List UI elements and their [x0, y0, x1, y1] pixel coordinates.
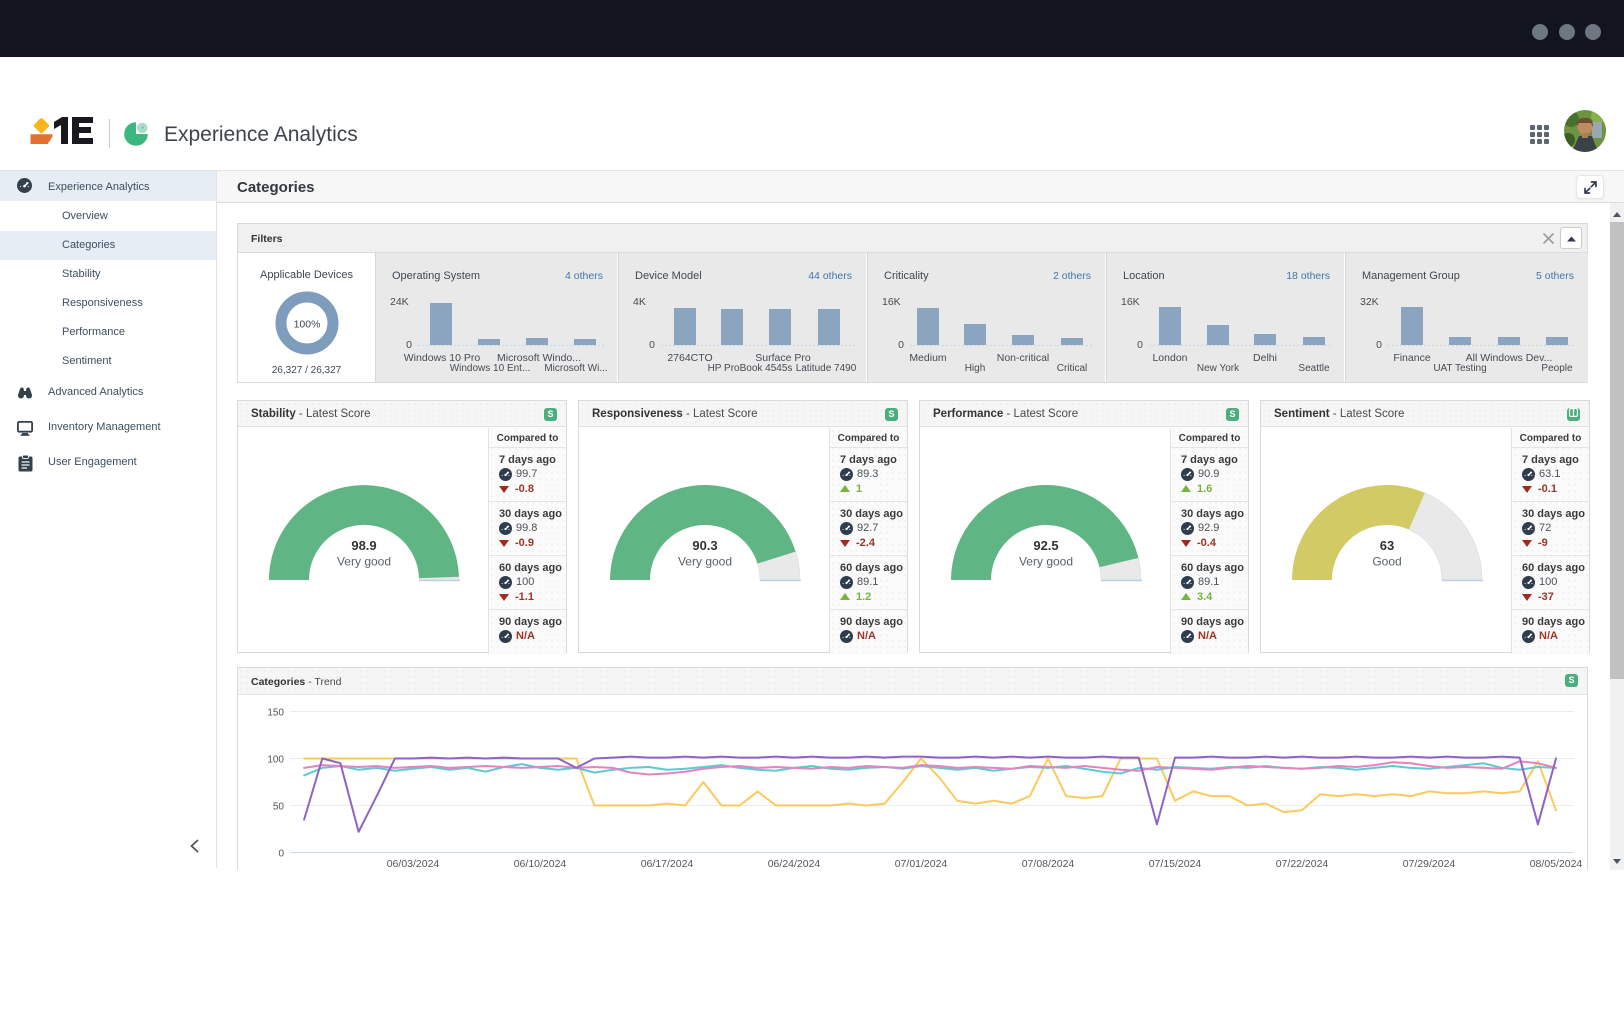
svg-text:92.5: 92.5 — [1033, 538, 1058, 553]
svg-text:Very good: Very good — [678, 555, 732, 569]
svg-text:Very good: Very good — [1019, 555, 1073, 569]
svg-text:Very good: Very good — [337, 555, 391, 569]
svg-text:90.3: 90.3 — [692, 538, 717, 553]
svg-text:Good: Good — [1372, 555, 1401, 569]
svg-text:98.9: 98.9 — [351, 538, 376, 553]
svg-text:63: 63 — [1380, 538, 1394, 553]
svg-text:100%: 100% — [294, 319, 321, 331]
